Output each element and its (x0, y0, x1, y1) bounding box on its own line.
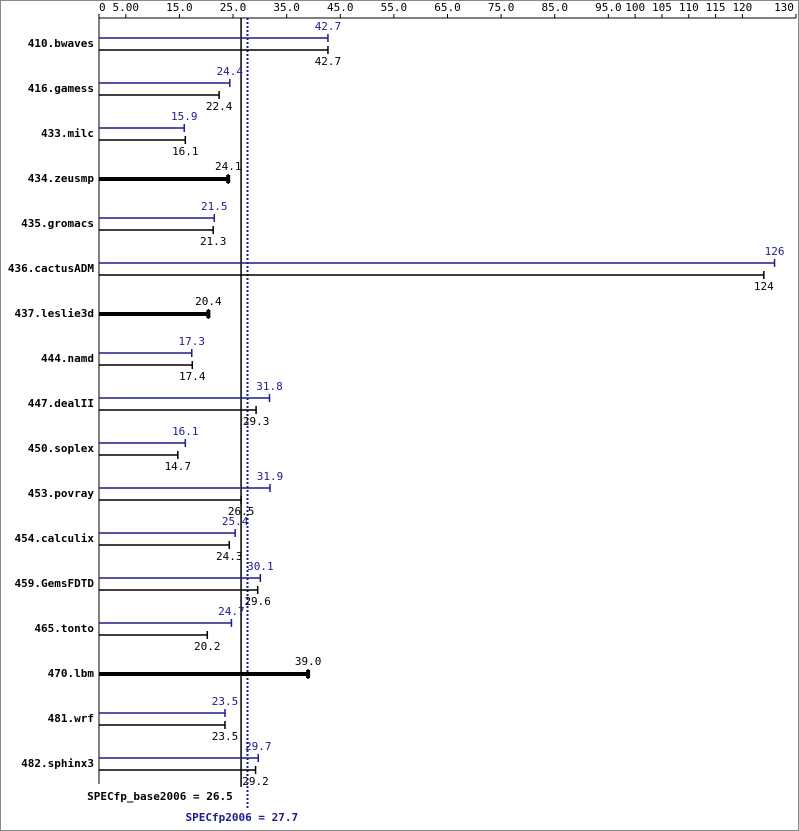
value-label: 30.1 (247, 560, 274, 573)
bar (99, 136, 187, 144)
x-tick-label: 45.0 (327, 1, 354, 14)
x-tick-label: 55.0 (381, 1, 408, 14)
category-label: 465.tonto (34, 622, 94, 635)
bar (99, 361, 194, 369)
category-label: 450.soplex (28, 442, 95, 455)
value-label: 25.4 (222, 515, 249, 528)
bar (99, 709, 226, 717)
category-label: 470.lbm (48, 667, 95, 680)
category-label: 444.namd (41, 352, 94, 365)
x-tick-label: 95.0 (595, 1, 622, 14)
category-label: 416.gamess (28, 82, 94, 95)
category-label: 410.bwaves (28, 37, 94, 50)
value-label: 16.1 (172, 425, 199, 438)
bar (99, 91, 220, 99)
category-label: 459.GemsFDTD (15, 577, 95, 590)
x-tick-label: 35.0 (273, 1, 300, 14)
bar (99, 214, 216, 222)
x-tick-label: 15.0 (166, 1, 193, 14)
bar (99, 754, 259, 762)
bar (99, 46, 329, 54)
bar (99, 619, 233, 627)
value-label: 124 (754, 280, 774, 293)
value-label: 31.8 (256, 380, 283, 393)
x-tick-label: 130 (774, 1, 794, 14)
value-label: 29.2 (242, 775, 269, 788)
bar (99, 175, 231, 183)
reference-label: SPECfp2006 = 27.7 (186, 811, 299, 824)
x-tick-label: 120 (732, 1, 752, 14)
bar (99, 394, 271, 402)
value-label: 14.7 (165, 460, 192, 473)
value-label: 126 (765, 245, 785, 258)
value-label: 29.3 (243, 415, 270, 428)
x-tick-label: 110 (679, 1, 699, 14)
x-tick-label: 85.0 (541, 1, 568, 14)
value-label: 42.7 (315, 55, 342, 68)
category-label: 481.wrf (48, 712, 94, 725)
category-label: 453.povray (28, 487, 95, 500)
x-tick-label: 25.0 (220, 1, 247, 14)
value-label: 20.4 (195, 295, 222, 308)
category-label: 454.calculix (15, 532, 95, 545)
value-label: 24.7 (218, 605, 245, 618)
value-label: 16.1 (172, 145, 199, 158)
bar (99, 670, 311, 678)
reference-label: SPECfp_base2006 = 26.5 (87, 790, 233, 803)
bar (99, 631, 209, 639)
bar (99, 721, 226, 729)
bar (99, 541, 231, 549)
bar (99, 574, 262, 582)
value-label: 24.4 (217, 65, 244, 78)
value-label: 24.1 (215, 160, 242, 173)
value-label: 42.7 (315, 20, 342, 33)
category-label: 434.zeusmp (28, 172, 95, 185)
value-label: 23.5 (212, 730, 239, 743)
bar (99, 226, 214, 234)
bar (99, 406, 257, 414)
value-label: 29.6 (244, 595, 271, 608)
x-tick-label: 65.0 (434, 1, 461, 14)
value-label: 17.4 (179, 370, 206, 383)
value-label: 26.5 (228, 505, 255, 518)
value-label: 15.9 (171, 110, 198, 123)
x-tick-label: 105 (652, 1, 672, 14)
x-tick-label: 75.0 (488, 1, 515, 14)
category-label: 447.dealII (28, 397, 94, 410)
bar (99, 439, 187, 447)
bar (99, 496, 242, 504)
bar (99, 349, 193, 357)
category-label: 433.milc (41, 127, 94, 140)
bar (99, 34, 329, 42)
bar (99, 124, 185, 132)
category-label: 435.gromacs (21, 217, 94, 230)
bar (99, 259, 776, 267)
value-label: 21.5 (201, 200, 228, 213)
bar (99, 79, 231, 87)
value-label: 39.0 (295, 655, 322, 668)
x-tick-label: 5.00 (113, 1, 140, 14)
value-label: 29.7 (245, 740, 272, 753)
bar (99, 484, 271, 492)
value-label: 20.2 (194, 640, 221, 653)
value-label: 31.9 (257, 470, 284, 483)
bar (99, 529, 236, 537)
value-label: 23.5 (212, 695, 239, 708)
x-tick-label: 0 (99, 1, 106, 14)
category-label: 437.leslie3d (15, 307, 94, 320)
bar (99, 766, 257, 774)
bar (99, 586, 259, 594)
x-tick-label: 100 (625, 1, 645, 14)
category-label: 436.cactusADM (8, 262, 94, 275)
value-label: 17.3 (179, 335, 206, 348)
bar (99, 451, 179, 459)
value-label: 24.3 (216, 550, 243, 563)
category-label: 482.sphinx3 (21, 757, 94, 770)
bar (99, 310, 211, 318)
value-label: 22.4 (206, 100, 233, 113)
bar (99, 271, 765, 279)
value-label: 21.3 (200, 235, 227, 248)
x-tick-label: 115 (706, 1, 726, 14)
